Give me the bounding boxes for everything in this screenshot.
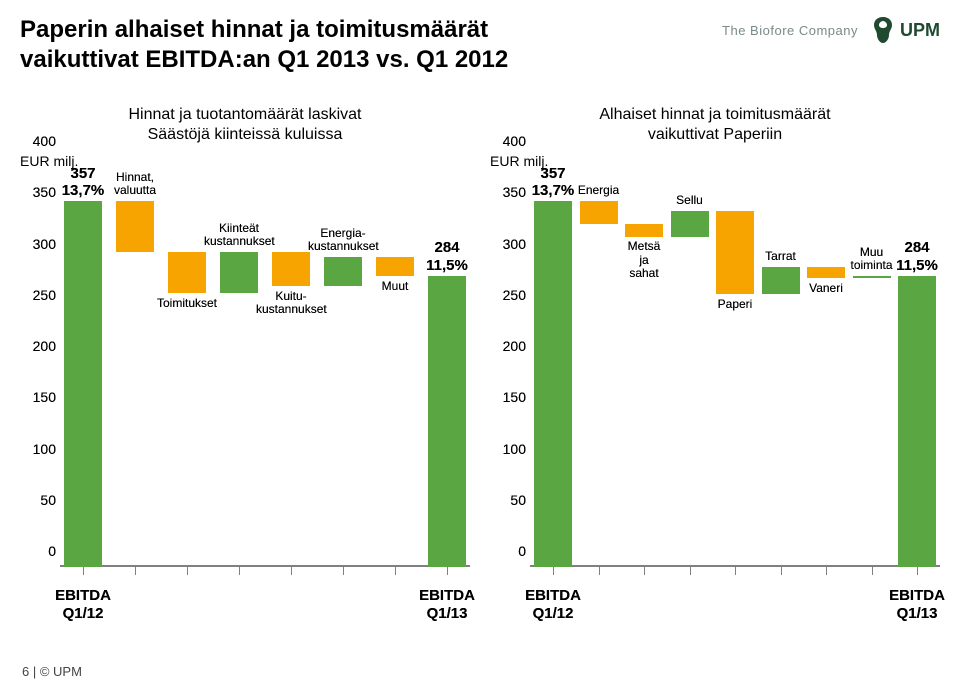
bar-sellu (671, 211, 709, 237)
ytick: 200 (22, 338, 56, 354)
ytick: 200 (492, 338, 526, 354)
seg-label-vaneri: Vaneri (791, 282, 861, 295)
xtick-minor (872, 567, 873, 575)
title-line-2: vaikuttivat EBITDA:an Q1 2013 vs. Q1 201… (20, 46, 508, 73)
seg-label-metsa-sahat: Metsäjasahat (609, 240, 679, 280)
bar-muu-toiminta (853, 276, 891, 278)
seg-label-kiinteat: Kiinteätkustannukset (204, 222, 274, 248)
ytick: 400 (22, 133, 56, 149)
ytick: 0 (492, 543, 526, 559)
xaxis-line (60, 565, 470, 567)
ytick: 250 (22, 287, 56, 303)
xtick-minor (690, 567, 691, 575)
plot-right: 05010015020025030035040035713,7%EBITDAQ1… (530, 157, 940, 587)
chart-left-title: Hinnat ja tuotantomäärät laskivat Säästö… (20, 105, 470, 149)
xtick-minor (239, 567, 240, 575)
plot-left: 05010015020025030035040035713,7%EBITDAQ1… (60, 157, 470, 587)
xtick-minor (395, 567, 396, 575)
bar-kiinteat (220, 252, 258, 293)
chart-left: Hinnat ja tuotantomäärät laskivat Säästö… (20, 105, 470, 587)
xlabel-start: EBITDAQ1/12 (513, 587, 593, 623)
seg-label-energia: Energia-kustannukset (308, 227, 378, 253)
xlabel-end: EBITDAQ1/13 (407, 587, 487, 623)
ytick: 150 (22, 389, 56, 405)
xtick-minor (187, 567, 188, 575)
ytick: 100 (22, 441, 56, 457)
ytick: 50 (22, 492, 56, 508)
bar-kuitu (272, 252, 310, 286)
bar-toimitukset (168, 252, 206, 293)
bar-metsa-sahat (625, 224, 663, 237)
chart-right-title: Alhaiset hinnat ja toimitusmäärät vaikut… (490, 105, 940, 149)
logo-text: UPM (900, 20, 940, 41)
seg-label-sellu: Sellu (655, 194, 725, 207)
xtick-minor (553, 567, 554, 575)
seg-label-tarrat: Tarrat (746, 250, 816, 263)
seg-label-hinnat-valuutta: Hinnat,valuutta (100, 171, 170, 197)
xtick-minor (135, 567, 136, 575)
ytick: 0 (22, 543, 56, 559)
xtick-minor (826, 567, 827, 575)
bar-label-end: 28411,5% (417, 239, 477, 274)
ytick: 50 (492, 492, 526, 508)
xtick-minor (291, 567, 292, 575)
title-line-1: Paperin alhaiset hinnat ja toimitusmäärä… (20, 16, 488, 43)
griffin-icon (870, 15, 896, 45)
ytick: 350 (22, 184, 56, 200)
ytick: 400 (492, 133, 526, 149)
header: Paperin alhaiset hinnat ja toimitusmäärä… (0, 0, 960, 75)
bar-end (428, 276, 466, 567)
bar-muut (376, 257, 414, 275)
xlabel-start: EBITDAQ1/12 (43, 587, 123, 623)
bar-start (534, 201, 572, 567)
xtick-minor (447, 567, 448, 575)
xtick-minor (735, 567, 736, 575)
xtick-minor (917, 567, 918, 575)
bar-energia (580, 201, 618, 224)
seg-label-energia: Energia (564, 184, 634, 197)
bar-start (64, 201, 102, 567)
bar-energia (324, 257, 362, 286)
logo-area: The Biofore Company UPM (722, 15, 940, 45)
footer-page-number: 6 | © UPM (22, 664, 82, 679)
xtick-minor (599, 567, 600, 575)
xtick-minor (83, 567, 84, 575)
ytick: 300 (22, 236, 56, 252)
chart-right: Alhaiset hinnat ja toimitusmäärät vaikut… (490, 105, 940, 587)
charts-row: Hinnat ja tuotantomäärät laskivat Säästö… (0, 75, 960, 587)
bar-end (898, 276, 936, 567)
bar-hinnat-valuutta (116, 201, 154, 252)
ytick: 350 (492, 184, 526, 200)
seg-label-paperi: Paperi (700, 298, 770, 311)
xtick-minor (644, 567, 645, 575)
seg-label-muut: Muut (360, 280, 430, 293)
ytick: 150 (492, 389, 526, 405)
ytick: 300 (492, 236, 526, 252)
page-title: Paperin alhaiset hinnat ja toimitusmäärä… (20, 15, 508, 75)
xtick-minor (343, 567, 344, 575)
company-tagline: The Biofore Company (722, 23, 858, 38)
xtick-minor (781, 567, 782, 575)
ytick: 250 (492, 287, 526, 303)
upm-logo: UPM (870, 15, 940, 45)
seg-label-toimitukset: Toimitukset (152, 297, 222, 310)
bar-label-end: 28411,5% (887, 239, 947, 274)
ytick: 100 (492, 441, 526, 457)
xlabel-end: EBITDAQ1/13 (877, 587, 957, 623)
seg-label-kuitu: Kuitu-kustannukset (256, 290, 326, 316)
